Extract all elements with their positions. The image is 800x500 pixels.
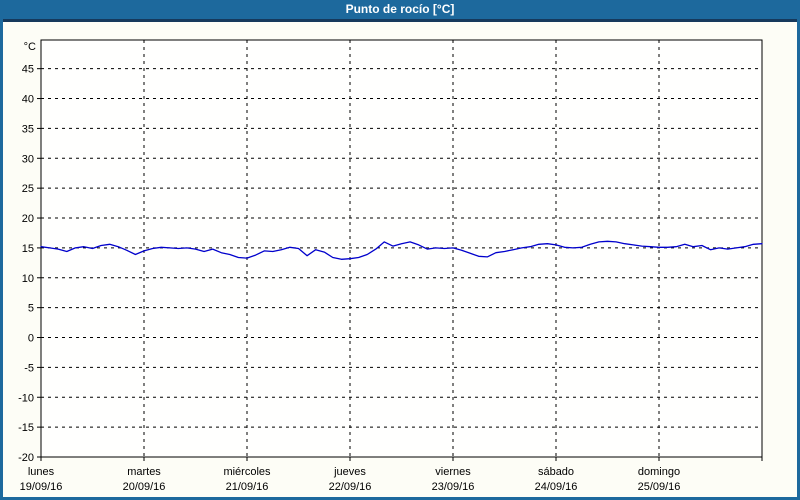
plot-area [40,39,763,458]
dew-point-chart: °C 45 40 35 30 25 20 15 10 5 0 -5 -10 -15 -20 lunes 19/0… [18,39,763,493]
y-tick-label: 5 [28,303,34,315]
y-tick-label: -10 [18,392,34,404]
y-tick-label: 15 [22,243,34,255]
y-tick-label: -15 [18,422,34,434]
title-bar: Punto de rocío [°C] [3,0,797,22]
dew-point-line [40,240,763,260]
y-tick-label: -20 [18,452,34,464]
x-day-label: lunes [28,466,55,478]
x-day-label: martes [127,466,161,478]
x-day-label: domingo [638,466,680,478]
x-date-label: 19/09/16 [20,481,63,493]
chart-title: Punto de rocío [°C] [345,2,455,16]
y-tick-label: 30 [22,153,34,165]
x-date-label: 21/09/16 [226,481,269,493]
chart-area: °C 45 40 35 30 25 20 15 10 5 0 -5 -10 -15 -20 lunes 19/0… [3,22,797,497]
y-tick-label: 35 [22,123,34,135]
x-day-label: miércoles [223,466,271,478]
y-tick-label: 40 [22,94,34,106]
y-tick-label: 10 [22,273,34,285]
y-tick-label: 25 [22,183,34,195]
x-day-label: viernes [435,466,471,478]
x-date-label: 25/09/16 [638,481,681,493]
x-date-label: 20/09/16 [123,481,166,493]
x-date-label: 23/09/16 [432,481,475,493]
y-tick-label: 20 [22,213,34,225]
unit-label: °C [24,41,36,53]
x-day-label: sábado [538,466,574,478]
x-date-label: 24/09/16 [535,481,578,493]
x-date-label: 22/09/16 [329,481,372,493]
y-tick-label: 0 [28,333,34,345]
y-tick-label: 45 [22,64,34,76]
x-day-label: jueves [333,466,366,478]
y-tick-label: -5 [24,362,34,374]
